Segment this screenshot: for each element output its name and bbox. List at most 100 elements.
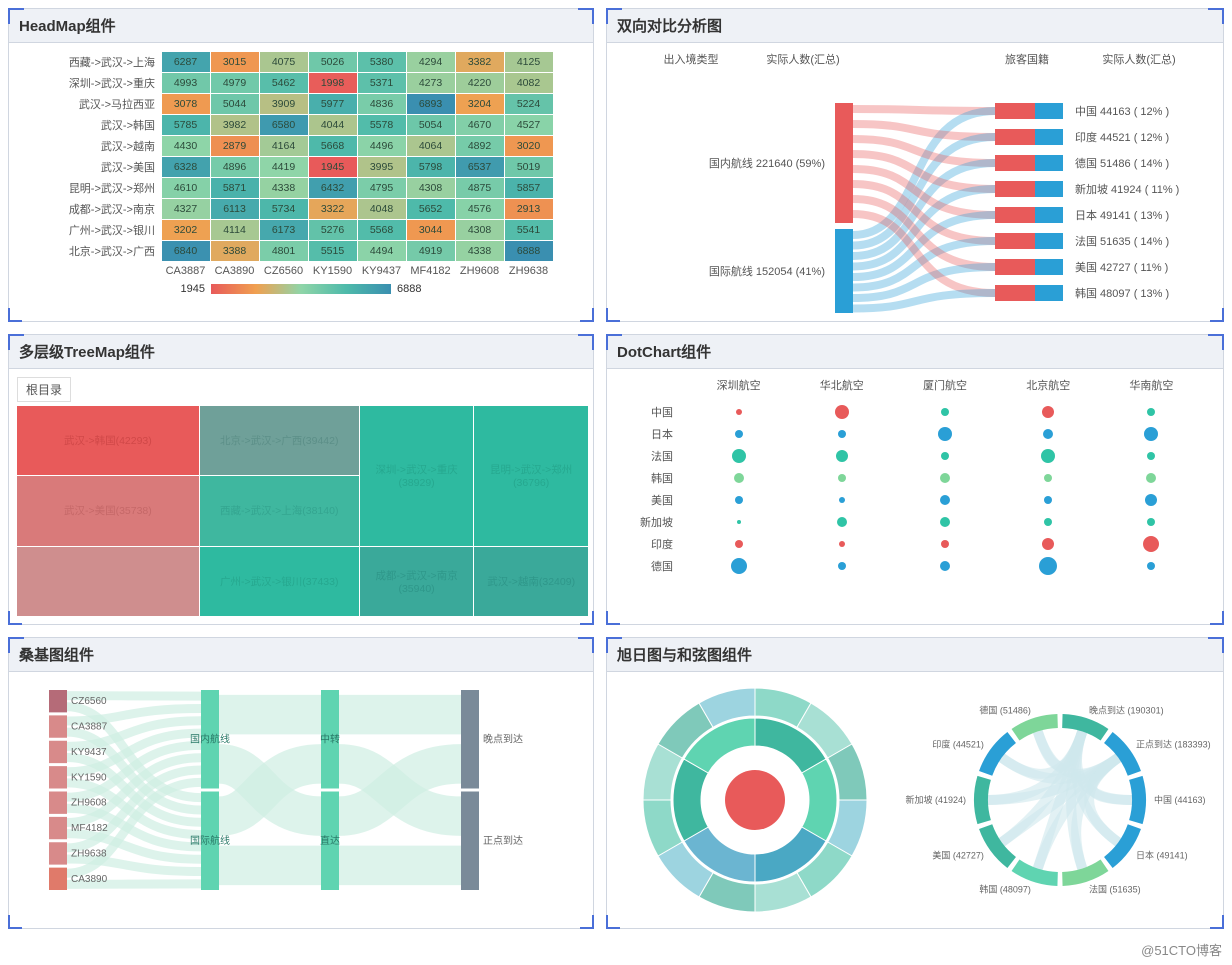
heatmap-cell[interactable]: 4494 — [358, 241, 406, 261]
dot-point[interactable] — [839, 541, 845, 547]
heatmap-cell[interactable]: 4896 — [211, 157, 259, 177]
dot-point[interactable] — [838, 562, 846, 570]
heatmap-cell[interactable]: 3202 — [162, 220, 210, 240]
heatmap-cell[interactable]: 4919 — [407, 241, 455, 261]
heatmap-cell[interactable]: 5462 — [260, 73, 308, 93]
dot-point[interactable] — [1041, 449, 1055, 463]
heatmap-cell[interactable]: 4164 — [260, 136, 308, 156]
heatmap-cell[interactable]: 4576 — [456, 199, 504, 219]
heatmap-cell[interactable]: 4419 — [260, 157, 308, 177]
dot-point[interactable] — [941, 452, 949, 460]
heatmap-cell[interactable]: 5054 — [407, 115, 455, 135]
dot-point[interactable] — [1147, 518, 1155, 526]
treemap-crumb[interactable]: 根目录 — [17, 377, 71, 402]
dot-point[interactable] — [1044, 518, 1052, 526]
heatmap-cell[interactable]: 4044 — [309, 115, 357, 135]
heatmap-cell[interactable]: 6537 — [456, 157, 504, 177]
dot-point[interactable] — [731, 558, 747, 574]
dot-point[interactable] — [732, 449, 746, 463]
dot-point[interactable] — [941, 408, 949, 416]
heatmap-cell[interactable]: 6893 — [407, 94, 455, 114]
heatmap-cell[interactable]: 4430 — [162, 136, 210, 156]
heatmap-cell[interactable]: 5871 — [211, 178, 259, 198]
dot-point[interactable] — [1145, 494, 1157, 506]
heatmap-cell[interactable]: 5798 — [407, 157, 455, 177]
heatmap-cell[interactable]: 4048 — [358, 199, 406, 219]
heatmap-cell[interactable]: 6580 — [260, 115, 308, 135]
dot-point[interactable] — [1147, 452, 1155, 460]
heatmap-cell[interactable]: 4496 — [358, 136, 406, 156]
heatmap-cell[interactable]: 5019 — [505, 157, 553, 177]
heatmap-cell[interactable]: 3995 — [358, 157, 406, 177]
heatmap-cell[interactable]: 4338 — [456, 241, 504, 261]
dot-point[interactable] — [735, 430, 743, 438]
heatmap-cell[interactable]: 3020 — [505, 136, 553, 156]
heatmap-cell[interactable]: 4670 — [456, 115, 504, 135]
treemap-cell[interactable]: 武汉->美国(35738) — [17, 476, 199, 545]
heatmap-cell[interactable]: 4875 — [456, 178, 504, 198]
heatmap-cell[interactable]: 4125 — [505, 52, 553, 72]
heatmap-cell[interactable]: 5785 — [162, 115, 210, 135]
dot-point[interactable] — [835, 405, 849, 419]
treemap-cell[interactable]: 广州->武汉->银川(37433) — [200, 547, 359, 616]
treemap-cell[interactable]: 北京->武汉->广西(39442) — [200, 406, 359, 475]
heatmap-cell[interactable]: 4308 — [456, 220, 504, 240]
dot-point[interactable] — [839, 497, 845, 503]
dot-point[interactable] — [734, 473, 744, 483]
heatmap-cell[interactable]: 6840 — [162, 241, 210, 261]
heatmap-cell[interactable]: 6888 — [505, 241, 553, 261]
heatmap-cell[interactable]: 3078 — [162, 94, 210, 114]
heatmap-cell[interactable]: 5857 — [505, 178, 553, 198]
dot-point[interactable] — [837, 517, 847, 527]
heatmap-cell[interactable]: 4795 — [358, 178, 406, 198]
heatmap-cell[interactable]: 3909 — [260, 94, 308, 114]
heatmap-cell[interactable]: 5026 — [309, 52, 357, 72]
dot-point[interactable] — [1143, 536, 1159, 552]
dot-point[interactable] — [1146, 473, 1156, 483]
dot-point[interactable] — [1042, 406, 1054, 418]
heatmap-cell[interactable]: 2913 — [505, 199, 553, 219]
heatmap-cell[interactable]: 5568 — [358, 220, 406, 240]
heatmap-cell[interactable]: 4979 — [211, 73, 259, 93]
heatmap-cell[interactable]: 4801 — [260, 241, 308, 261]
heatmap-cell[interactable]: 4082 — [505, 73, 553, 93]
heatmap-cell[interactable]: 3382 — [456, 52, 504, 72]
heatmap-cell[interactable]: 2879 — [211, 136, 259, 156]
heatmap-cell[interactable]: 5541 — [505, 220, 553, 240]
heatmap-cell[interactable]: 6328 — [162, 157, 210, 177]
heatmap-cell[interactable]: 5044 — [211, 94, 259, 114]
dot-point[interactable] — [940, 517, 950, 527]
treemap-cell[interactable]: 成都->武汉->南京(35940) — [360, 547, 474, 616]
heatmap-cell[interactable]: 5224 — [505, 94, 553, 114]
heatmap-cell[interactable]: 5515 — [309, 241, 357, 261]
heatmap-cell[interactable]: 5578 — [358, 115, 406, 135]
heatmap-cell[interactable]: 6432 — [309, 178, 357, 198]
dot-point[interactable] — [1039, 557, 1057, 575]
heatmap-cell[interactable]: 4892 — [456, 136, 504, 156]
dot-point[interactable] — [1144, 427, 1158, 441]
heatmap-cell[interactable]: 4220 — [456, 73, 504, 93]
heatmap-cell[interactable]: 4114 — [211, 220, 259, 240]
heatmap-cell[interactable]: 4527 — [505, 115, 553, 135]
dot-point[interactable] — [735, 540, 743, 548]
treemap-cell[interactable]: 西藏->武汉->上海(38140) — [200, 476, 359, 545]
heatmap-cell[interactable]: 4308 — [407, 178, 455, 198]
heatmap-cell[interactable]: 3982 — [211, 115, 259, 135]
heatmap-cell[interactable]: 6173 — [260, 220, 308, 240]
heatmap-cell[interactable]: 5668 — [309, 136, 357, 156]
treemap-cell[interactable]: 武汉->韩国(42293) — [17, 406, 199, 475]
heatmap-cell[interactable]: 4836 — [358, 94, 406, 114]
heatmap-cell[interactable]: 6287 — [162, 52, 210, 72]
dot-point[interactable] — [838, 430, 846, 438]
heatmap-cell[interactable]: 4064 — [407, 136, 455, 156]
heatmap-cell[interactable]: 4273 — [407, 73, 455, 93]
treemap-cell[interactable]: 深圳->武汉->重庆(38929) — [360, 406, 474, 546]
heatmap-cell[interactable]: 3044 — [407, 220, 455, 240]
heatmap-cell[interactable]: 5652 — [407, 199, 455, 219]
treemap-cell[interactable]: 武汉->越南(32409) — [474, 547, 588, 616]
treemap-cell[interactable]: 昆明->武汉->郑州(36796) — [474, 406, 588, 546]
dot-point[interactable] — [1044, 496, 1052, 504]
heatmap-cell[interactable]: 5380 — [358, 52, 406, 72]
dot-point[interactable] — [1147, 562, 1155, 570]
heatmap-cell[interactable]: 3015 — [211, 52, 259, 72]
